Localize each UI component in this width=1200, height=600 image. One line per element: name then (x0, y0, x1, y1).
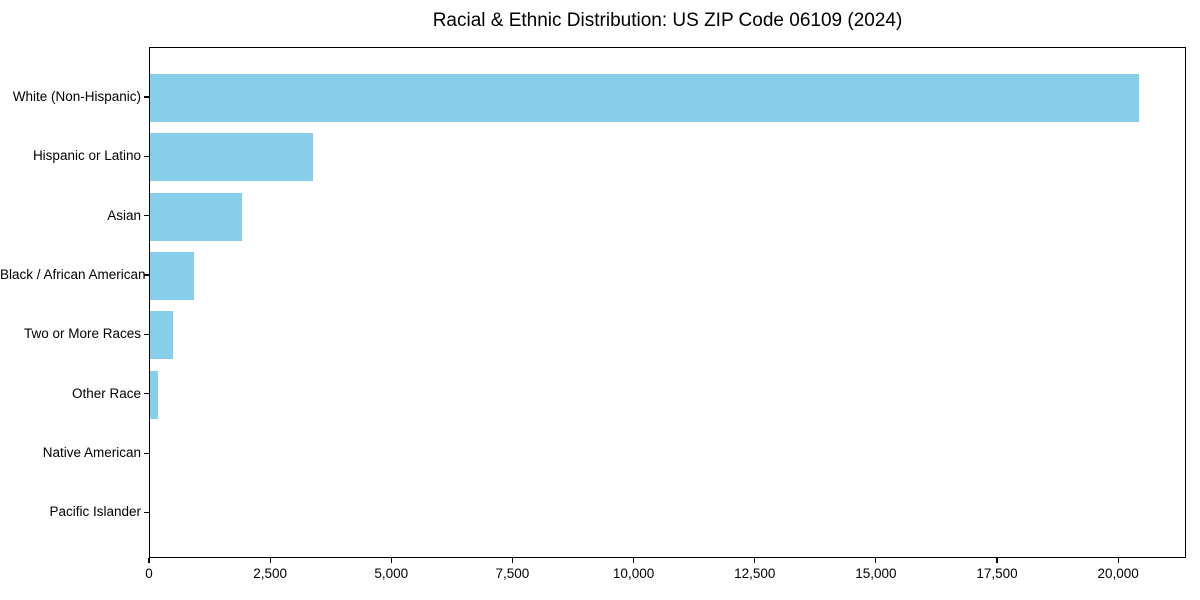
x-tick-mark (632, 558, 635, 563)
y-tick-label: Other Race (71, 385, 141, 401)
x-tick-label: 5,000 (374, 566, 409, 581)
bar-two-or-more-races (150, 311, 174, 360)
x-tick-label: 10,000 (612, 566, 655, 581)
bar-black-african-american (150, 252, 195, 301)
y-tick-label: Pacific Islander (49, 504, 141, 520)
x-tick-label: 7,500 (495, 566, 530, 581)
x-tick-label: 20,000 (1097, 566, 1139, 581)
chart-title: Racial & Ethnic Distribution: US ZIP Cod… (432, 10, 903, 31)
bar-other-race (150, 370, 159, 419)
x-tick-mark (148, 558, 150, 563)
x-tick-mark (1117, 558, 1119, 563)
y-tick-label: Black / African American (0, 267, 146, 283)
x-tick-label: 0 (145, 566, 153, 581)
bar-white-non-hispanic (150, 74, 1139, 122)
y-tick-label: Two or More Races (23, 326, 141, 342)
x-tick-mark (511, 558, 514, 563)
y-tick-label: White (Non-Hispanic) (12, 89, 141, 104)
bar-hispanic-or-latino (150, 133, 313, 182)
x-tick-mark (390, 558, 392, 563)
x-tick-mark (996, 558, 998, 563)
y-tick-label: Asian (107, 207, 141, 223)
x-tick-label: 17,500 (976, 566, 1018, 581)
plot-area (149, 47, 1186, 558)
x-tick-mark (875, 558, 877, 563)
x-tick-mark (754, 558, 756, 563)
y-tick-label: Native American (42, 445, 141, 461)
x-tick-label: 2,500 (253, 566, 288, 581)
bar-asian (150, 192, 243, 241)
x-tick-label: 15,000 (855, 566, 897, 581)
x-tick-mark (269, 558, 271, 563)
y-tick-label: Hispanic or Latino (32, 148, 141, 164)
x-tick-label: 12,500 (734, 566, 776, 581)
